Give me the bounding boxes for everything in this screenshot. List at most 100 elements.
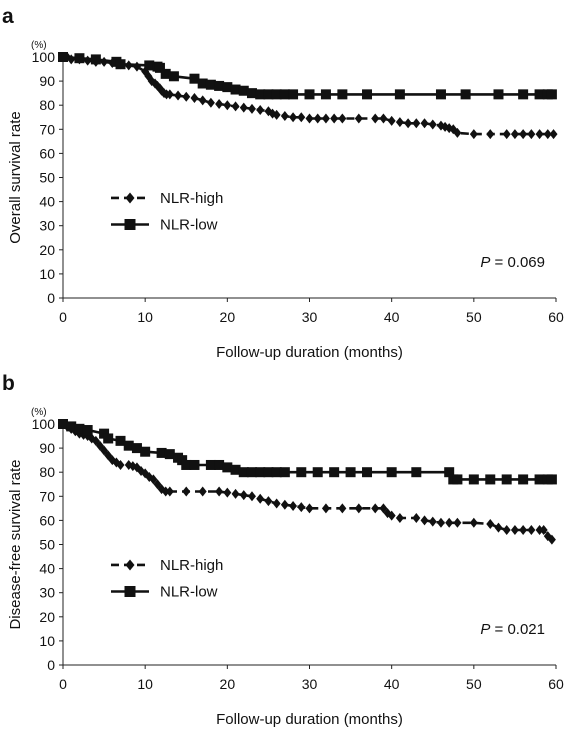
y-tick-label: 30 <box>39 585 55 601</box>
data-point <box>223 487 232 498</box>
data-point <box>164 449 175 460</box>
data-point <box>256 493 265 504</box>
y-axis-title: Overall survival rate <box>7 111 24 244</box>
p-value-text: = 0.021 <box>490 621 545 638</box>
y-tick-label: 90 <box>39 440 55 456</box>
data-point <box>239 102 248 113</box>
data-point <box>312 467 323 478</box>
data-point <box>485 474 496 485</box>
data-point <box>104 450 113 461</box>
data-point <box>420 118 429 129</box>
legend-label: NLR-low <box>160 583 218 600</box>
data-point <box>189 459 200 470</box>
data-point <box>329 467 340 478</box>
data-point <box>337 89 348 100</box>
data-point <box>387 510 396 521</box>
y-tick-label: 100 <box>32 416 56 432</box>
chart-panel-b: b (%) 0 10 20 30 40 50 60 70 80 90 100 0 10 20 30 40 50 60 F… <box>0 367 567 733</box>
data-point <box>518 89 529 100</box>
data-point <box>387 115 396 126</box>
data-point <box>214 80 225 91</box>
x-tick-label: 50 <box>466 676 482 692</box>
x-tick-label: 30 <box>302 676 318 692</box>
data-point <box>230 84 241 95</box>
y-tick-label: 10 <box>39 633 55 649</box>
data-point <box>280 499 289 510</box>
data-point <box>222 462 233 473</box>
data-point <box>297 112 306 123</box>
p-value-annotation: P = 0.021 <box>480 621 545 638</box>
y-tick-label: 40 <box>39 561 55 577</box>
legend-marker <box>125 192 135 204</box>
data-point <box>165 486 174 497</box>
chart-panel-a: a (%) 0 10 20 30 40 50 60 70 80 90 100 0 10 20 30 40 50 60 F… <box>0 0 567 366</box>
legend-marker <box>124 585 136 597</box>
data-point <box>535 525 544 536</box>
x-tick-label: 30 <box>302 309 318 325</box>
x-axis-title: Follow-up duration (months) <box>216 344 403 361</box>
data-point <box>501 474 512 485</box>
data-point <box>527 129 536 140</box>
data-point <box>231 488 240 499</box>
data-point <box>198 95 207 106</box>
data-point <box>272 109 281 120</box>
data-point <box>502 525 511 536</box>
data-point <box>411 467 422 478</box>
data-point <box>215 98 224 109</box>
data-point <box>230 464 241 475</box>
x-tick-label: 40 <box>384 676 400 692</box>
data-point <box>222 82 233 93</box>
data-point <box>371 113 380 124</box>
data-point <box>486 129 495 140</box>
y-tick-label: 0 <box>47 657 55 673</box>
data-point <box>205 79 216 90</box>
data-point <box>255 89 266 100</box>
data-point <box>161 486 170 497</box>
data-point <box>103 433 114 444</box>
x-tick-label: 10 <box>137 676 153 692</box>
y-tick-label: 20 <box>39 242 55 258</box>
data-point <box>494 522 503 533</box>
legend-label: NLR-high <box>160 557 223 574</box>
data-point <box>100 445 109 456</box>
data-point <box>296 467 307 478</box>
data-point <box>404 118 413 129</box>
legend-marker <box>124 218 136 230</box>
data-point <box>297 502 306 513</box>
data-point <box>535 129 544 140</box>
data-point <box>543 129 552 140</box>
y-tick-label: 90 <box>39 73 55 89</box>
data-point <box>168 71 179 82</box>
y-tick-label: 50 <box>39 537 55 553</box>
data-point <box>518 474 529 485</box>
y-tick-label: 30 <box>39 218 55 234</box>
y-tick-label: 60 <box>39 512 55 528</box>
data-point <box>445 517 454 528</box>
data-point <box>321 113 330 124</box>
data-point <box>246 88 257 99</box>
data-point <box>205 459 216 470</box>
data-point <box>280 111 289 122</box>
data-point <box>468 474 479 485</box>
data-point <box>469 129 478 140</box>
data-point <box>189 73 200 84</box>
chart-b: b (%) 0 10 20 30 40 50 60 70 80 90 100 0 10 20 30 40 50 60 F… <box>2 372 564 728</box>
data-point <box>132 61 141 72</box>
data-point <box>486 519 495 530</box>
data-point <box>160 68 171 79</box>
data-point <box>66 421 77 432</box>
data-point <box>190 92 199 103</box>
data-point <box>546 89 557 100</box>
data-point <box>90 54 101 65</box>
y-tick-label: 40 <box>39 194 55 210</box>
data-point <box>256 105 265 116</box>
data-point <box>469 517 478 528</box>
legend-label: NLR-low <box>160 216 218 233</box>
data-point <box>181 459 192 470</box>
data-point <box>58 52 68 62</box>
y-tick-label: 50 <box>39 170 55 186</box>
data-point <box>140 446 151 457</box>
x-tick-label: 60 <box>548 676 564 692</box>
data-point <box>519 525 528 536</box>
data-point <box>156 447 167 458</box>
